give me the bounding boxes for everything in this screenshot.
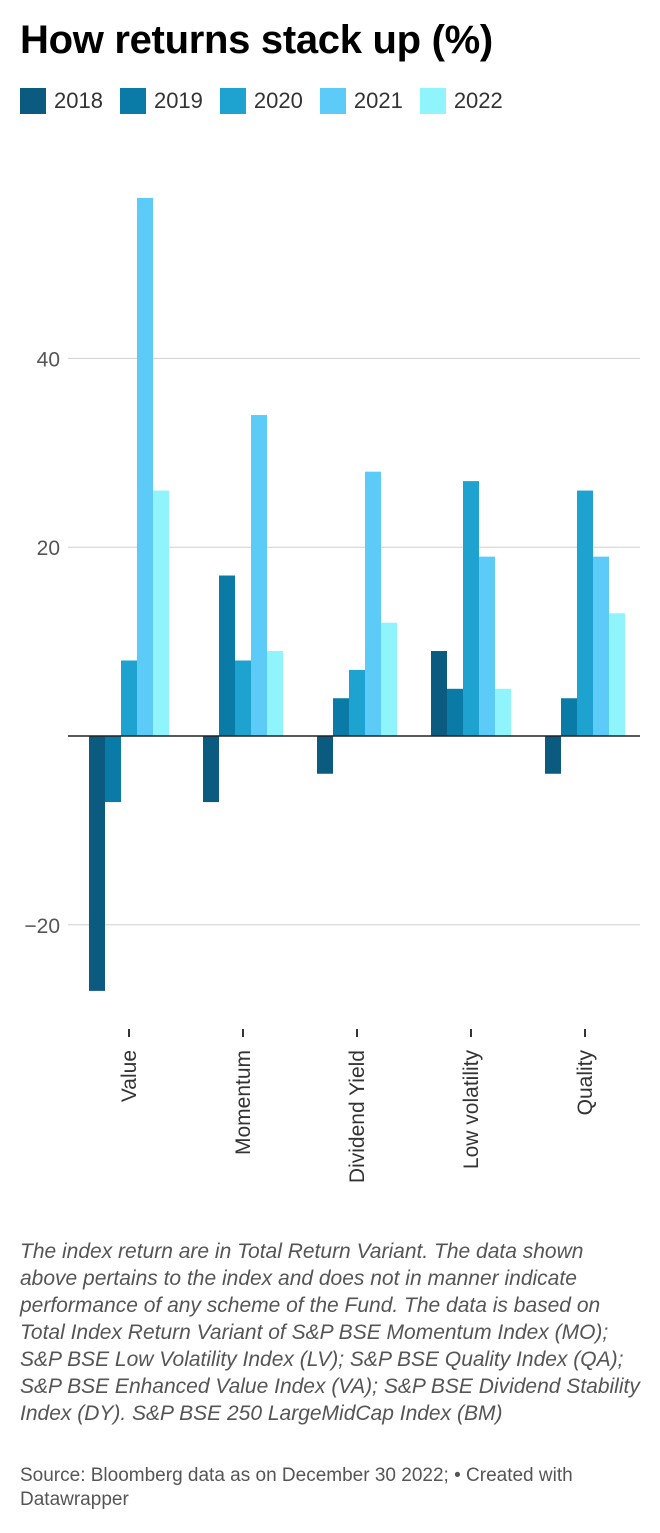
chart-title: How returns stack up (%) [20, 18, 493, 62]
chart-legend: 2018 2019 2020 2021 2022 [20, 88, 520, 114]
legend-item-2020: 2020 [219, 88, 303, 114]
bar-value-2022 [153, 490, 169, 736]
legend-item-2019: 2019 [119, 88, 203, 114]
x-category-label: Dividend Yield [346, 1050, 369, 1183]
legend-item-2021: 2021 [319, 88, 403, 114]
bar-quality-2022 [609, 613, 625, 736]
bar-quality-2018 [545, 736, 561, 774]
y-tick-label: −20 [24, 915, 60, 938]
legend-swatch [119, 88, 146, 114]
bar-low-volatility-2019 [447, 688, 463, 736]
legend-label: 2020 [253, 88, 303, 113]
footnote-text: The index return are in Total Return Var… [20, 1240, 640, 1425]
legend-swatch [219, 88, 246, 114]
x-category-label: Momentum [232, 1050, 255, 1155]
x-category-label: Quality [574, 1050, 597, 1116]
bar-momentum-2022 [267, 651, 283, 736]
legend-swatch [20, 88, 46, 114]
legend-swatch [419, 88, 446, 114]
bar-dividend-yield-2018 [317, 736, 333, 774]
bar-momentum-2018 [203, 736, 219, 803]
bar-dividend-yield-2019 [333, 698, 349, 736]
bar-low-volatility-2020 [463, 481, 479, 736]
legend-item-2018: 2018 [20, 88, 103, 114]
bar-quality-2019 [561, 698, 577, 736]
source-credit: Source: Bloomberg data as on December 30… [20, 1465, 573, 1510]
bar-momentum-2020 [235, 660, 251, 736]
y-tick-label: 40 [37, 348, 60, 371]
bar-dividend-yield-2022 [381, 622, 397, 736]
bar-value-2019 [105, 736, 121, 803]
bar-low-volatility-2021 [479, 556, 495, 736]
bar-low-volatility-2022 [495, 688, 511, 736]
x-category-label: Value [118, 1050, 141, 1102]
bar-value-2018 [89, 736, 105, 991]
bar-dividend-yield-2021 [365, 471, 381, 736]
x-category-label: Low volatility [460, 1050, 483, 1170]
bar-quality-2020 [577, 490, 593, 736]
bar-value-2021 [137, 197, 153, 737]
bar-quality-2021 [593, 556, 609, 736]
bar-momentum-2019 [219, 575, 235, 736]
legend-item-2022: 2022 [419, 88, 503, 114]
legend-label: 2018 [54, 88, 103, 113]
bar-low-volatility-2018 [431, 651, 447, 736]
bar-momentum-2021 [251, 415, 267, 736]
legend-label: 2019 [153, 88, 203, 113]
bar-dividend-yield-2020 [349, 669, 365, 736]
bar-value-2020 [121, 660, 137, 736]
legend-swatch [319, 88, 346, 114]
y-tick-label: 20 [37, 537, 60, 560]
bar-chart-plot: 40 20 −20 Value Momentum Dividend Yield Low vo… [24, 197, 640, 1183]
legend-label: 2022 [453, 88, 503, 113]
legend-label: 2021 [353, 88, 403, 113]
